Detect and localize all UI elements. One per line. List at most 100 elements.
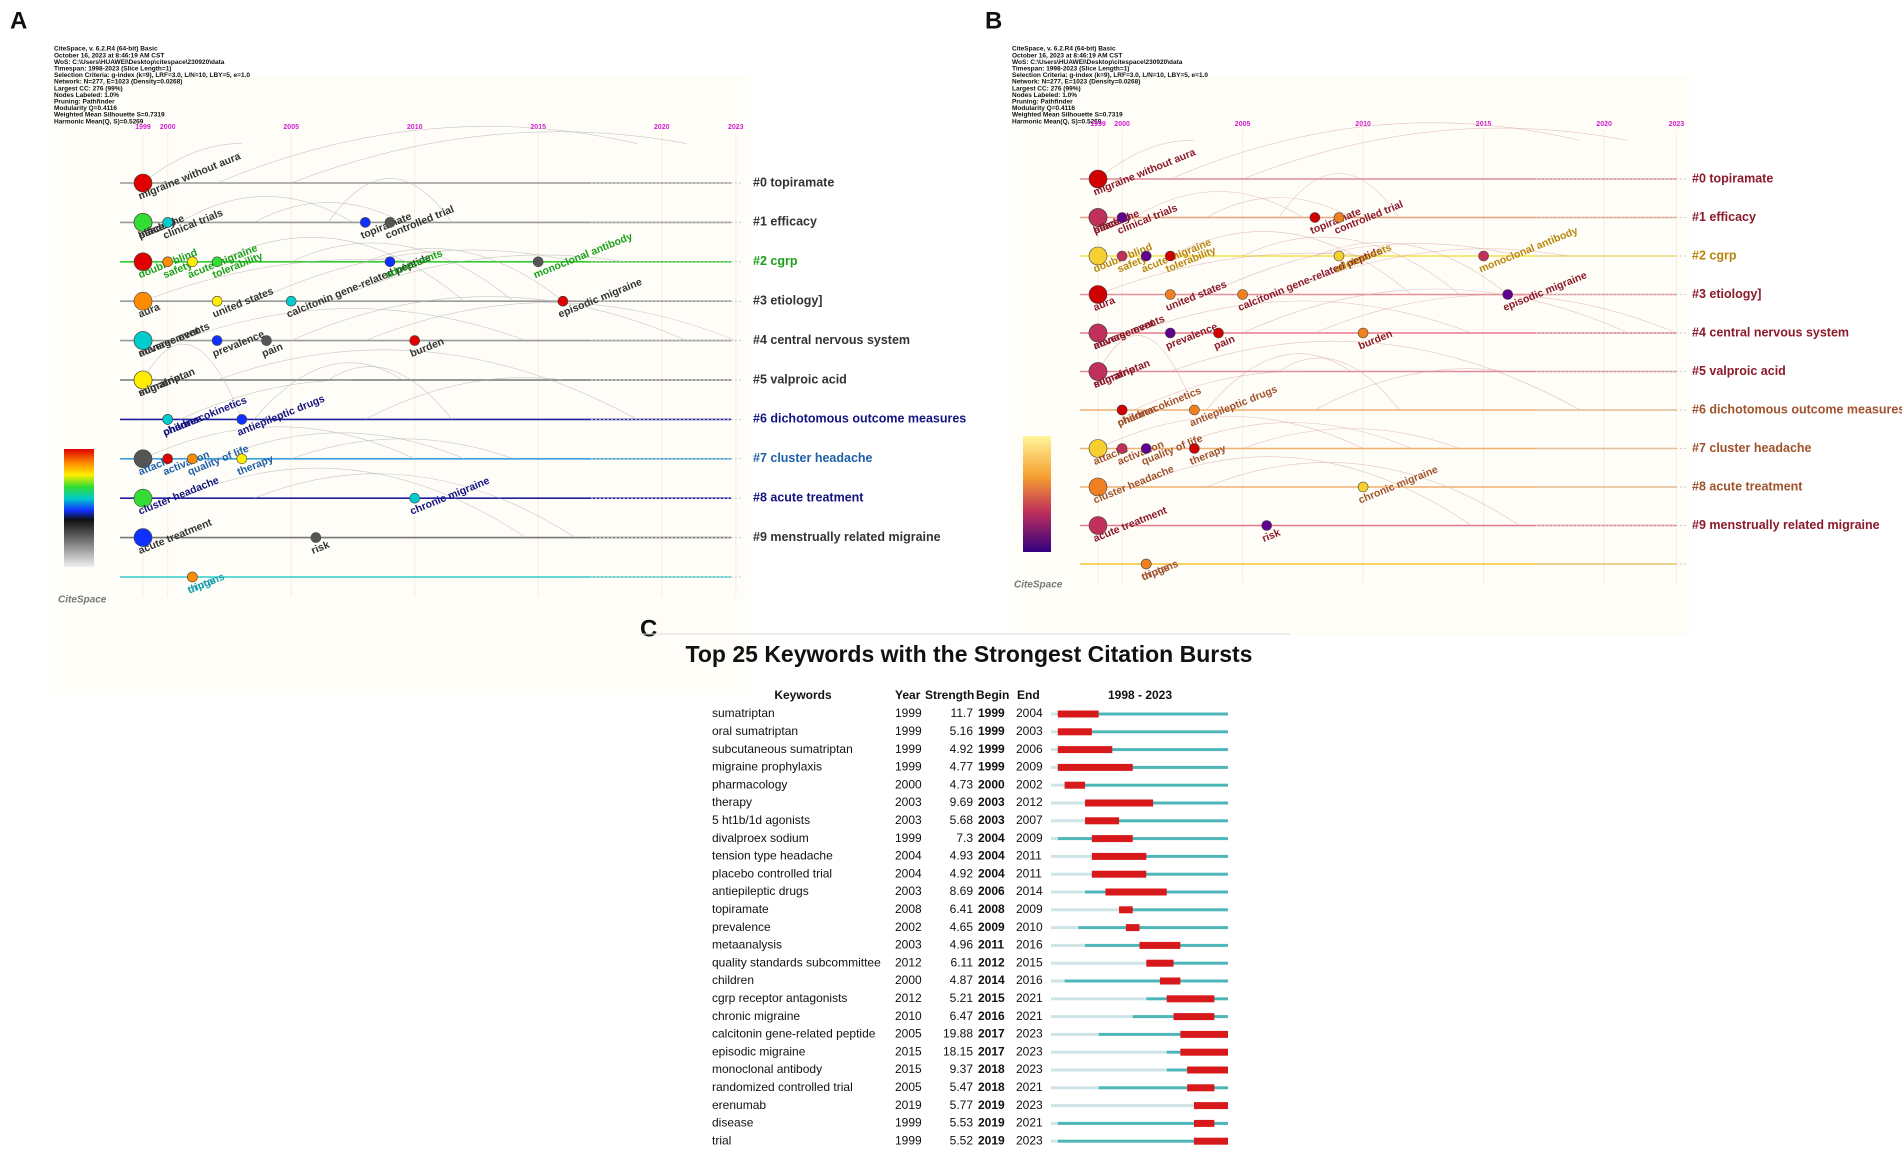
- begin: 2008: [978, 902, 1005, 916]
- pre-period: [1051, 1068, 1167, 1072]
- pre-period: [1051, 837, 1058, 841]
- active-period: [1098, 1032, 1228, 1036]
- strength: 5.68: [950, 813, 974, 827]
- meta-line: Network: N=277, E=1023 (Density=0.0268): [1012, 79, 1140, 86]
- cluster-label: #4 central nervous system: [1692, 325, 1849, 339]
- active-period: [1064, 979, 1228, 983]
- link-arc: [291, 131, 687, 184]
- link-arc: [1242, 288, 1629, 334]
- active-period: [1057, 1121, 1228, 1125]
- panel-label: A: [10, 7, 27, 34]
- active-period: [1098, 1086, 1228, 1090]
- end: 2014: [1016, 884, 1043, 898]
- keyword: therapy: [712, 795, 752, 809]
- link-arc: [1134, 371, 1303, 411]
- keyword-node: [187, 256, 198, 268]
- begin: 2018: [978, 1080, 1005, 1094]
- keyword: antiepileptic drugs: [712, 884, 809, 898]
- year: 1999: [895, 1116, 922, 1130]
- meta-line: Modularity Q=0.4116: [1012, 105, 1075, 112]
- year-label: 2005: [1235, 121, 1251, 128]
- end: 2023: [1016, 1062, 1043, 1076]
- link-arc: [1134, 300, 1472, 334]
- header: 1998 - 2023: [1108, 688, 1172, 702]
- year: 2004: [895, 849, 922, 863]
- end: 2012: [1016, 795, 1043, 809]
- active-period: [1091, 872, 1228, 876]
- link-arc: [254, 473, 576, 538]
- end: 2016: [1016, 938, 1043, 952]
- pre-period: [1051, 961, 1147, 965]
- begin: 2015: [978, 991, 1005, 1005]
- burst-bar: [1166, 995, 1215, 1003]
- strength: 4.92: [950, 742, 974, 756]
- keyword-node: [384, 256, 396, 268]
- year-label: 2020: [1596, 121, 1612, 128]
- keyword-node: [1357, 481, 1369, 493]
- cluster-label: #7 cluster headache: [753, 451, 873, 465]
- meta-line: Pruning: Pathfinder: [1012, 99, 1073, 106]
- link-arc: [254, 202, 403, 223]
- keyword-node: [532, 256, 544, 268]
- strength: 4.87: [950, 973, 974, 987]
- end: 2003: [1016, 724, 1043, 738]
- link-arc: [216, 126, 638, 184]
- keyword-node: [1333, 212, 1345, 223]
- link-arc: [291, 242, 514, 302]
- link-arc: [1097, 252, 1364, 295]
- logo: CiteSpace: [58, 595, 107, 606]
- keyword-node: [1116, 443, 1128, 454]
- keyword: migraine prophylaxis: [712, 760, 822, 774]
- year: 2000: [895, 973, 922, 987]
- meta-line: October 16, 2023 at 8:46:19 AM CST: [1012, 52, 1122, 59]
- strength: 4.96: [950, 938, 974, 952]
- active-period: [1064, 783, 1228, 787]
- end: 2021: [1016, 991, 1043, 1005]
- begin: 2004: [978, 849, 1005, 863]
- strength: 6.11: [951, 955, 974, 969]
- logo: CiteSpace: [1014, 580, 1063, 591]
- pre-period: [1051, 926, 1079, 930]
- keyword-node: [384, 217, 396, 228]
- pre-period: [1051, 748, 1058, 752]
- keyword-node: [1165, 327, 1176, 339]
- pre-period: [1051, 854, 1092, 858]
- end: 2023: [1016, 1044, 1043, 1058]
- begin: 2019: [978, 1116, 1005, 1130]
- keyword: metaanalysis: [712, 938, 782, 952]
- cluster-label: #3 etiology]: [753, 293, 822, 307]
- keyword-node: [557, 295, 569, 307]
- link-arc: [253, 362, 403, 420]
- year: 2005: [895, 1080, 922, 1094]
- year: 2002: [895, 920, 922, 934]
- keyword-node: [1165, 289, 1176, 300]
- end: 2002: [1016, 777, 1043, 791]
- header: Year: [895, 688, 921, 702]
- keyword: oral sumatriptan: [712, 724, 798, 738]
- header: Strength: [925, 688, 974, 702]
- link-arc: [1278, 357, 1400, 411]
- keyword-node: [285, 295, 297, 307]
- begin: 2004: [978, 831, 1005, 845]
- burst-bar: [1193, 1102, 1228, 1110]
- keyword-node: [162, 414, 173, 425]
- link-arc: [142, 426, 415, 460]
- pre-period: [1051, 997, 1147, 1001]
- end: 2011: [1016, 866, 1042, 880]
- link-arc: [1170, 340, 1581, 411]
- strength: 4.93: [950, 849, 974, 863]
- link-arc: [328, 366, 452, 420]
- keyword: tension type headache: [712, 849, 833, 863]
- strength: 19.88: [943, 1027, 973, 1041]
- keyword-node: [1165, 250, 1176, 262]
- end: 2007: [1016, 813, 1043, 827]
- keyword-node: [1140, 443, 1152, 454]
- end: 2010: [1016, 920, 1043, 934]
- burst-bar: [1105, 888, 1167, 896]
- strength: 18.15: [943, 1044, 973, 1058]
- keyword: disease: [712, 1116, 754, 1130]
- link-arc: [1278, 248, 1569, 295]
- header: Begin: [976, 688, 1009, 702]
- active-period: [1057, 1139, 1228, 1143]
- keyword-node: [187, 571, 198, 583]
